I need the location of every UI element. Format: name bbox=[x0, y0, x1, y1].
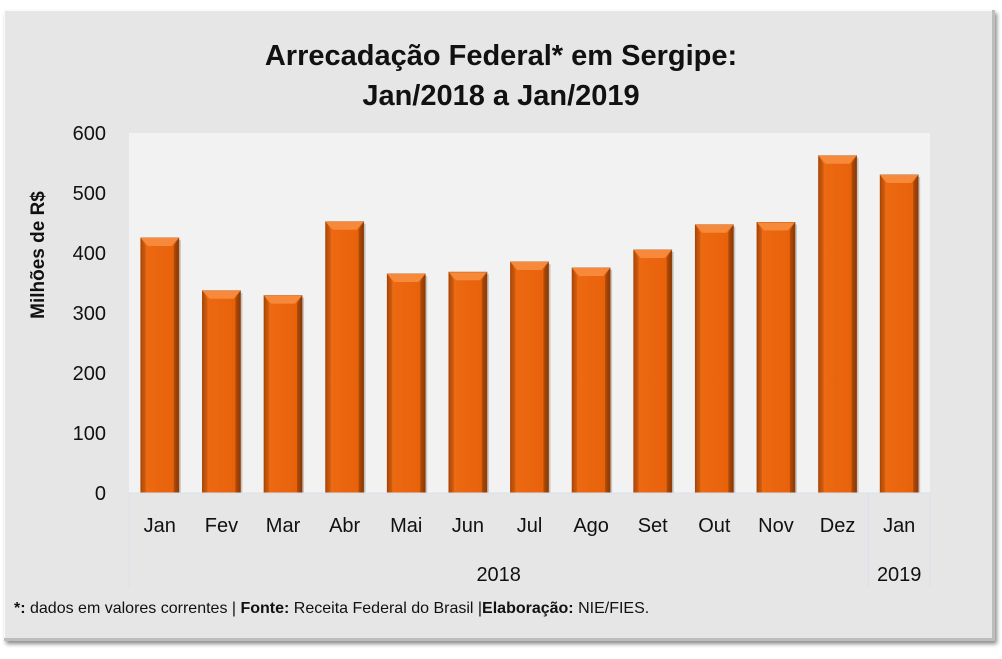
x-tick-label: Jun bbox=[452, 515, 484, 537]
bar bbox=[879, 174, 921, 494]
bar bbox=[140, 237, 181, 494]
footnote-author-label: Elaboração: bbox=[482, 600, 574, 617]
y-tick-label: 200 bbox=[73, 363, 106, 385]
bar bbox=[448, 271, 489, 494]
bar bbox=[325, 221, 366, 494]
bar bbox=[263, 295, 305, 494]
x-group-label: 2018 bbox=[476, 564, 521, 586]
bar bbox=[571, 267, 613, 494]
x-tick-label: Out bbox=[698, 515, 731, 537]
x-tick-label: Fev bbox=[205, 515, 238, 537]
y-tick-label: 100 bbox=[73, 423, 106, 445]
y-tick-label: 500 bbox=[73, 183, 106, 205]
bar bbox=[202, 290, 243, 494]
bar bbox=[818, 155, 859, 494]
x-tick-label: Nov bbox=[758, 515, 794, 537]
chart-subtitle: Jan/2018 a Jan/2019 bbox=[362, 80, 640, 112]
x-tick-label: Set bbox=[638, 515, 668, 537]
bar bbox=[510, 261, 551, 494]
bar bbox=[633, 249, 674, 494]
x-tick-label: Ago bbox=[573, 515, 609, 537]
y-axis-label: Milhões de R$ bbox=[28, 191, 49, 319]
footnote: *: dados em valores correntes | Fonte: R… bbox=[14, 600, 649, 618]
footnote-asterisk-label: *: bbox=[14, 600, 26, 617]
x-tick-label: Jan bbox=[883, 515, 915, 537]
x-group-label: 2019 bbox=[877, 564, 922, 586]
x-tick-label: Abr bbox=[329, 515, 360, 537]
footnote-source-label: Fonte: bbox=[240, 600, 290, 617]
bar bbox=[386, 273, 428, 494]
bar bbox=[694, 224, 736, 494]
x-tick-label: Jan bbox=[144, 515, 176, 537]
footnote-asterisk-text: dados em valores correntes | bbox=[25, 600, 241, 617]
y-tick-label: 0 bbox=[95, 483, 106, 505]
y-tick-label: 400 bbox=[73, 243, 106, 265]
footnote-author-text: NIE/FIES. bbox=[573, 600, 650, 617]
x-tick-label: Mai bbox=[390, 515, 422, 537]
footnote-source-text: Receita Federal do Brasil | bbox=[289, 600, 483, 617]
chart-title: Arrecadação Federal* em Sergipe: bbox=[264, 40, 738, 72]
y-tick-label: 600 bbox=[73, 123, 106, 145]
x-tick-label: Dez bbox=[820, 515, 856, 537]
x-tick-label: Jul bbox=[517, 515, 543, 537]
bar bbox=[756, 221, 797, 494]
x-tick-label: Mar bbox=[266, 515, 301, 537]
y-tick-label: 300 bbox=[73, 303, 106, 325]
